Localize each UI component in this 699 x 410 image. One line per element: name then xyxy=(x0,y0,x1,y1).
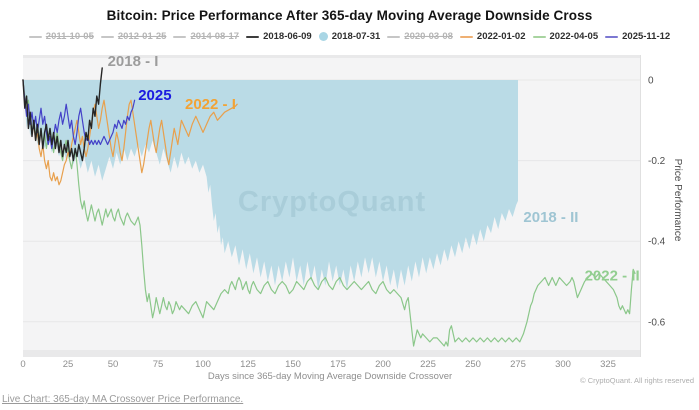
legend-item-2025-11-12[interactable]: 2025-11-12 xyxy=(605,31,670,42)
legend-label: 2025-11-12 xyxy=(622,31,671,42)
series-label-2025: 2025 xyxy=(138,87,171,104)
y-tick-label: -0.4 xyxy=(648,237,666,248)
legend-line-marker xyxy=(246,35,260,38)
legend-line-marker xyxy=(532,35,546,38)
y-tick-label: 0 xyxy=(648,76,654,87)
series-line-2018-06-09[interactable] xyxy=(22,67,103,162)
legend-line-marker xyxy=(387,35,401,38)
legend-item-2012-01-25[interactable]: 2012-01-25 xyxy=(100,31,167,42)
copyright-text: © CryptoQuant. All rights reserved xyxy=(580,376,694,385)
legend-label: 2018-07-31 xyxy=(331,31,381,42)
legend-label: 2014-08-17 xyxy=(190,31,240,42)
series-label-2018-I: 2018 - I xyxy=(108,53,159,70)
legend-item-2022-04-05[interactable]: 2022-04-05 xyxy=(532,31,599,42)
legend: 2011-10-05 2012-01-25 2014-08-17 2018-06-09… xyxy=(0,31,699,42)
watermark-text: CryptoQuant xyxy=(238,186,426,218)
series-line-2022-01-02[interactable] xyxy=(22,79,238,186)
x-axis-title: Days since 365-day Moving Average Downsi… xyxy=(208,371,452,382)
legend-item-2014-08-17[interactable]: 2014-08-17 xyxy=(173,31,239,42)
series-label-2022-I: 2022 - I xyxy=(185,96,236,113)
series-line-2025-11-12[interactable] xyxy=(22,79,136,150)
legend-line-marker xyxy=(605,35,619,38)
legend-item-2018-07-31[interactable]: 2018-07-31 xyxy=(318,31,381,42)
series-label-2022-II: 2022 - II xyxy=(585,267,640,284)
series-label-2018-II: 2018 - II xyxy=(523,209,578,226)
y-tick-label: -0.6 xyxy=(648,317,666,328)
legend-circle-marker xyxy=(318,32,328,41)
x-tick-label: 200 xyxy=(375,359,391,370)
chart-title: Bitcoin: Price Performance After 365-day… xyxy=(106,8,593,23)
legend-item-2018-06-09[interactable]: 2018-06-09 xyxy=(246,31,312,42)
legend-line-marker xyxy=(100,35,114,38)
x-tick-label: 225 xyxy=(420,359,436,370)
legend-line-marker xyxy=(173,35,187,38)
live-chart-link[interactable]: Live Chart: 365-day MA Crossover Price P… xyxy=(2,394,244,405)
x-tick-label: 150 xyxy=(285,359,301,370)
series-area-2018-07-31[interactable] xyxy=(23,80,518,290)
legend-label: 2018-06-09 xyxy=(263,31,312,42)
x-tick-label: 25 xyxy=(63,359,74,370)
legend-line-marker xyxy=(459,35,473,38)
legend-item-2011-10-05[interactable]: 2011-10-05 xyxy=(28,31,94,42)
x-tick-label: 75 xyxy=(153,359,164,370)
legend-label: 2022-04-05 xyxy=(549,31,599,42)
series-line-2022-04-05[interactable] xyxy=(22,79,636,347)
legend-label: 2022-01-02 xyxy=(476,31,526,42)
legend-line-marker xyxy=(28,35,42,38)
plot-top-band xyxy=(23,55,640,58)
x-tick-label: 175 xyxy=(330,359,346,370)
x-tick-label: 250 xyxy=(465,359,481,370)
legend-label: 2011-10-05 xyxy=(45,31,94,42)
x-tick-label: 300 xyxy=(555,359,571,370)
x-tick-label: 325 xyxy=(600,359,616,370)
x-tick-label: 50 xyxy=(108,359,119,370)
legend-item-2020-03-08[interactable]: 2020-03-08 xyxy=(387,31,453,42)
plot-bottom-band xyxy=(23,350,640,357)
legend-label: 2012-01-25 xyxy=(117,31,167,42)
x-tick-label: 100 xyxy=(195,359,211,370)
x-tick-label: 125 xyxy=(240,359,256,370)
x-tick-label: 0 xyxy=(20,359,25,370)
x-tick-label: 275 xyxy=(510,359,526,370)
y-axis-title: Price Performance xyxy=(672,159,683,242)
y-tick-label: -0.2 xyxy=(648,156,666,167)
legend-item-2022-01-02[interactable]: 2022-01-02 xyxy=(459,31,526,42)
legend-label: 2020-03-08 xyxy=(404,31,453,42)
